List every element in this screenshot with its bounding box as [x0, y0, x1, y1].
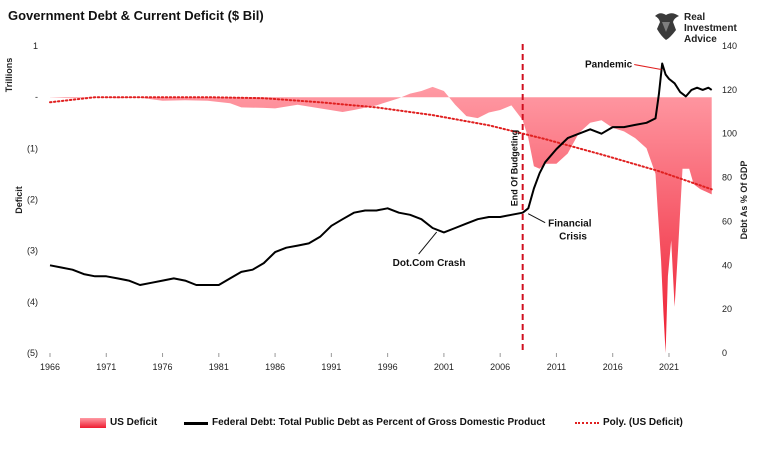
legend-label-deficit: US Deficit — [110, 417, 158, 428]
logo-line-1: Real — [684, 12, 706, 23]
right-tick-label-7: 140 — [722, 41, 737, 51]
left-axis-title: Deficit — [14, 186, 24, 214]
financial-crisis-label-2: Crisis — [559, 232, 587, 243]
legend-label-poly: Poly. (US Deficit) — [603, 417, 683, 428]
x-tick-label-11: 2021 — [659, 362, 679, 372]
right-tick-label-6: 120 — [722, 85, 737, 95]
pandemic-label: Pandemic — [585, 60, 633, 71]
x-tick-label-1: 1971 — [96, 362, 116, 372]
chart-plot: 1966 1971 1976 1981 1986 1991 1996 2001 2006 2011… — [4, 41, 749, 372]
legend-label-debt: Federal Debt: Total Public Debt as Perce… — [212, 417, 546, 428]
left-tick-label-2: (1) — [27, 143, 38, 153]
x-tick-label-5: 1991 — [321, 362, 341, 372]
legend-swatch-debt — [184, 422, 208, 425]
left-tick-label-6: (5) — [27, 348, 38, 358]
end-of-budgeting-label: End Of Budgeting — [510, 130, 520, 207]
logo-line-2: Investment — [684, 23, 737, 34]
x-tick-label-0: 1966 — [40, 362, 60, 372]
series-federal-debt-line — [49, 62, 713, 286]
right-tick-label-3: 60 — [722, 216, 732, 226]
x-tick-label-6: 1996 — [378, 362, 398, 372]
left-tick-label-1: - — [35, 92, 38, 102]
x-tick-label-4: 1986 — [265, 362, 285, 372]
left-tick-label-0: 1 — [33, 41, 38, 51]
series-poly-trend-line — [49, 96, 713, 191]
right-tick-label-0: 0 — [722, 348, 727, 358]
legend: US Deficit Federal Debt: Total Public De… — [0, 414, 765, 434]
pandemic-pointer — [634, 64, 662, 71]
right-tick-label-2: 40 — [722, 260, 732, 270]
x-tick-label-3: 1981 — [209, 362, 229, 372]
financial-crisis-label-1: Financial — [548, 219, 592, 230]
right-tick-label-5: 100 — [722, 129, 737, 139]
x-tick-label-7: 2001 — [434, 362, 454, 372]
dotcom-pointer — [418, 231, 438, 255]
logo: Real Investment Advice — [652, 10, 757, 46]
left-tick-label-4: (3) — [27, 246, 38, 256]
financial-crisis-pointer — [527, 213, 546, 224]
logo-line-3: Advice — [684, 34, 717, 45]
legend-swatch-poly — [575, 422, 599, 424]
left-axis-unit: Trillions — [4, 58, 14, 93]
right-tick-label-4: 80 — [722, 173, 732, 183]
x-tick-label-9: 2011 — [547, 362, 566, 372]
left-tick-label-3: (2) — [27, 195, 38, 205]
x-tick-label-10: 2016 — [603, 362, 623, 372]
x-tick-label-2: 1976 — [153, 362, 173, 372]
right-axis-title: Debt As % Of GDP — [739, 161, 749, 240]
bull-icon — [655, 13, 679, 41]
left-tick-label-5: (4) — [27, 297, 38, 307]
legend-swatch-deficit — [80, 418, 106, 428]
chart-title: Government Debt & Current Deficit ($ Bil… — [8, 8, 264, 23]
dotcom-label: Dot.Com Crash — [393, 258, 466, 269]
right-tick-label-1: 20 — [722, 304, 732, 314]
series-us-deficit-area — [50, 86, 712, 354]
x-tick-label-8: 2006 — [490, 362, 510, 372]
